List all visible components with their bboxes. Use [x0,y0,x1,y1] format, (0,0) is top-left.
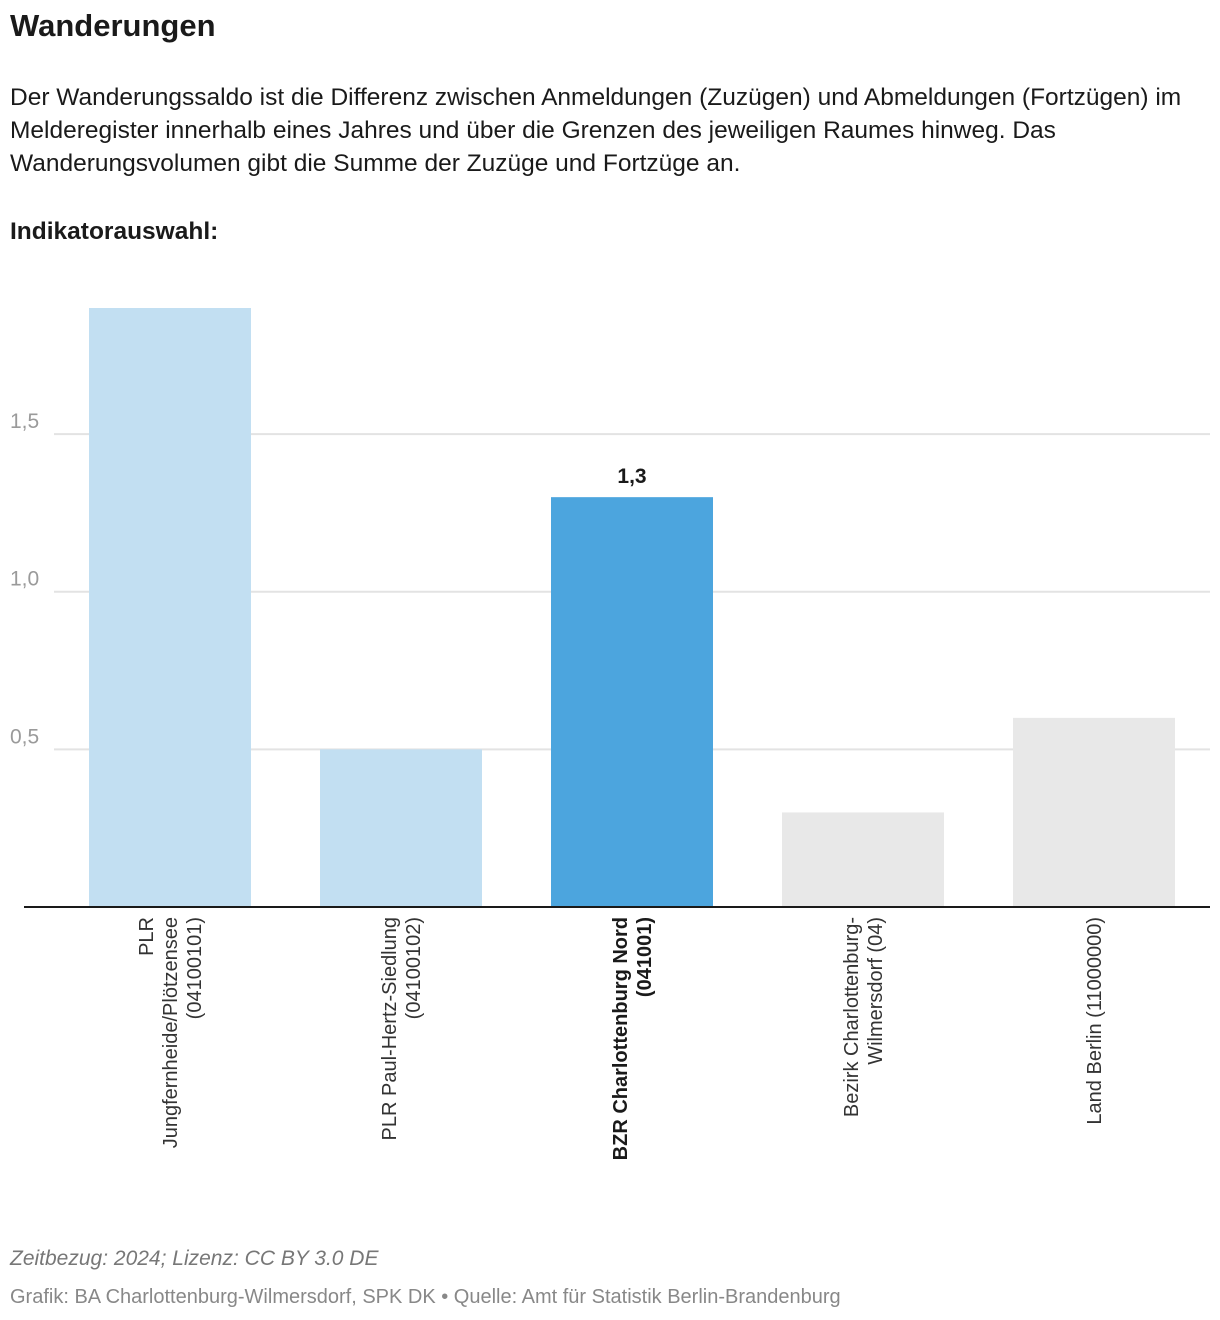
chart-title: Wanderungen [10,8,216,43]
bar [89,308,251,907]
bar [320,749,482,907]
x-tick-label: PLR Paul-Hertz-Siedlung (04100102) [379,917,425,1140]
x-tick-label: BZR Charlottenburg Nord (041001) [610,917,656,1160]
bars [89,308,1175,907]
labels: 0,5 1,0 1,5 PLR Jungfernheide/Plötzensee (041… [10,410,1106,1160]
data-label: 1,3 [617,465,646,488]
y-tick-label: 1,5 [10,410,39,433]
y-tick-label: 1,0 [10,568,39,591]
x-tick-label: Land Berlin (11000000) [1084,917,1106,1125]
bar [1013,717,1175,907]
footer-time-license: Zeitbezug: 2024; Lizenz: CC BY 3.0 DE [10,1247,379,1270]
indicator-selection-label: Indikatorauswahl: [10,218,219,245]
x-tick-label: PLR Jungfernheide/Plötzensee (04100101) [136,917,206,1148]
bar [551,497,713,907]
y-tick-label: 0,5 [10,725,39,748]
bar [782,812,944,907]
chart-description: Der Wanderungssaldo ist die Differenz zw… [10,84,1182,177]
x-tick-label: Bezirk Charlottenburg- Wilmersdorf (04) [841,917,887,1117]
footer-source: Grafik: BA Charlottenburg-Wilmersdorf, S… [10,1286,841,1308]
bar-chart: 0,5 1,0 1,5 PLR Jungfernheide/Plötzensee (041… [10,308,1210,1160]
